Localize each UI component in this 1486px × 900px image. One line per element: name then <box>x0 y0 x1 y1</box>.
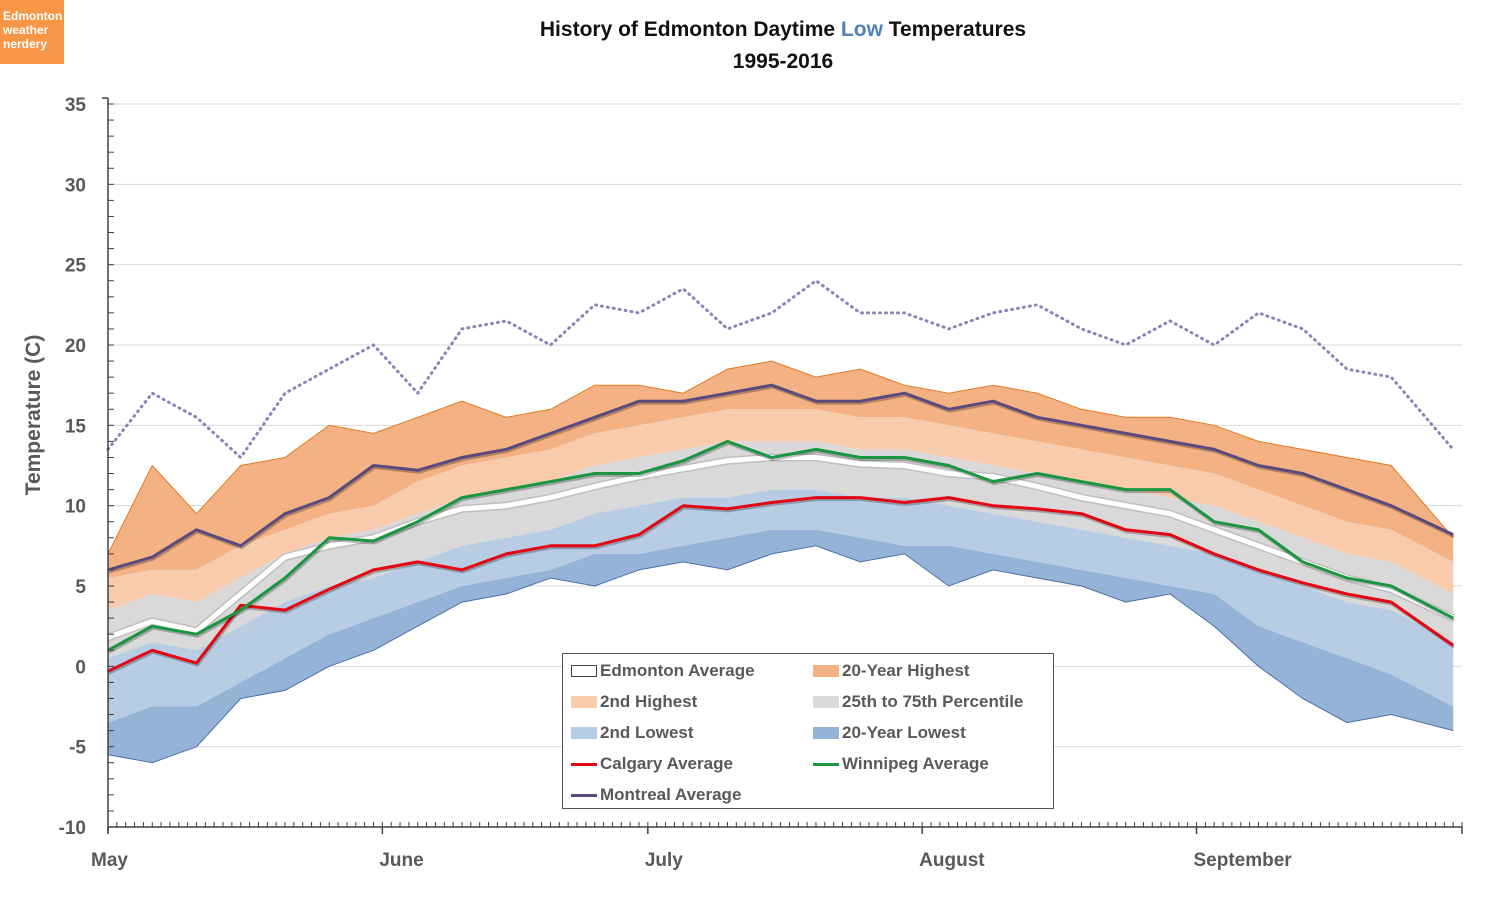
y-tick-label: -10 <box>59 818 86 839</box>
legend-line-swatch <box>813 762 839 766</box>
title-part-1: History of Edmonton Daytime <box>539 18 841 41</box>
series-winnipeg-average <box>107 439 1454 652</box>
y-tick-label: 30 <box>65 175 86 196</box>
band-edge <box>107 545 1454 764</box>
chart-title: History of Edmonton Daytime Low Temperat… <box>0 14 1486 78</box>
band-2nd-lowest <box>108 489 1454 723</box>
legend-color-swatch <box>571 665 597 677</box>
legend-label: Edmonton Average <box>600 661 755 680</box>
y-tick-label: -5 <box>69 738 86 759</box>
band-25th-to-75th-percentile <box>108 441 1454 659</box>
y-tick-label: 0 <box>75 657 86 678</box>
legend-label: Winnipeg Average <box>842 754 989 773</box>
legend-label: 20-Year Highest <box>842 661 970 680</box>
series-calgary-average-shadow <box>108 498 1456 675</box>
title-highlight-low: Low <box>840 18 883 41</box>
band-20-year-lowest <box>108 529 1454 763</box>
x-month-label: May <box>91 850 128 871</box>
series-montreal-average-shadow <box>108 385 1455 574</box>
band-20-year-highest <box>108 361 1454 578</box>
legend-color-swatch <box>813 727 839 739</box>
legend: Edmonton Average 20-Year Highest 2nd Highe… <box>562 653 1054 809</box>
title-part-2: Temperatures <box>882 18 1027 41</box>
legend-color-swatch <box>571 727 597 739</box>
legend-line-swatch <box>571 762 597 766</box>
legend-item: Edmonton Average <box>571 656 755 686</box>
chart-title-main: History of Edmonton Daytime Low Temperat… <box>0 14 1486 46</box>
legend-label: 20-Year Lowest <box>842 723 966 742</box>
legend-label: Calgary Average <box>600 754 733 773</box>
y-tick-label: 20 <box>65 336 86 357</box>
legend-color-swatch <box>571 696 597 708</box>
legend-item: 2nd Highest <box>571 687 697 717</box>
y-axis-label: Temperature (C) <box>22 335 45 496</box>
series-calgary-average <box>107 496 1455 673</box>
axes: -10 -5 0 5 10 15 20 25 30 35 May June July August Sept… <box>59 95 1463 871</box>
legend-item: 20-Year Highest <box>813 656 970 686</box>
badge-line: weather <box>3 23 49 37</box>
legend-item: 25th to 75th Percentile <box>813 687 1023 717</box>
legend-color-swatch <box>813 696 839 708</box>
legend-line-swatch <box>571 793 597 797</box>
series-winnipeg-average-shadow <box>108 441 1455 654</box>
series-current-year-unlabeled-dotted <box>106 278 1455 460</box>
y-tick-label: 25 <box>65 256 87 277</box>
chart-subtitle: 1995-2016 <box>732 50 834 73</box>
x-month-label: August <box>919 850 985 871</box>
legend-item: Montreal Average <box>571 780 741 810</box>
y-tick-label: 35 <box>65 95 87 116</box>
legend-item: Winnipeg Average <box>813 749 989 779</box>
legend-label: 25th to 75th Percentile <box>842 692 1024 711</box>
legend-label: 2nd Highest <box>600 692 698 711</box>
legend-item: 2nd Lowest <box>571 718 694 748</box>
badge-line: nerdery <box>3 37 48 51</box>
series-montreal-average <box>107 383 1454 572</box>
x-month-label: September <box>1194 850 1293 871</box>
band-edge <box>107 360 1454 555</box>
legend-item: 20-Year Lowest <box>813 718 966 748</box>
legend-color-swatch <box>813 665 839 677</box>
x-month-label: July <box>645 850 683 871</box>
legend-label: Montreal Average <box>600 785 742 804</box>
x-month-label: June <box>379 850 423 871</box>
legend-label: 2nd Lowest <box>600 723 694 742</box>
band-2nd-highest <box>108 409 1454 611</box>
y-tick-label: 10 <box>65 497 86 518</box>
y-tick-label: 15 <box>65 416 87 437</box>
edmonton-weather-nerdery-badge: Edmonton weather nerdery <box>0 0 64 64</box>
y-tick-label: 5 <box>75 577 86 598</box>
badge-line: Edmonton <box>3 9 63 23</box>
series-lines <box>106 278 1456 675</box>
legend-item: Calgary Average <box>571 749 733 779</box>
percentile-bands <box>107 360 1454 764</box>
